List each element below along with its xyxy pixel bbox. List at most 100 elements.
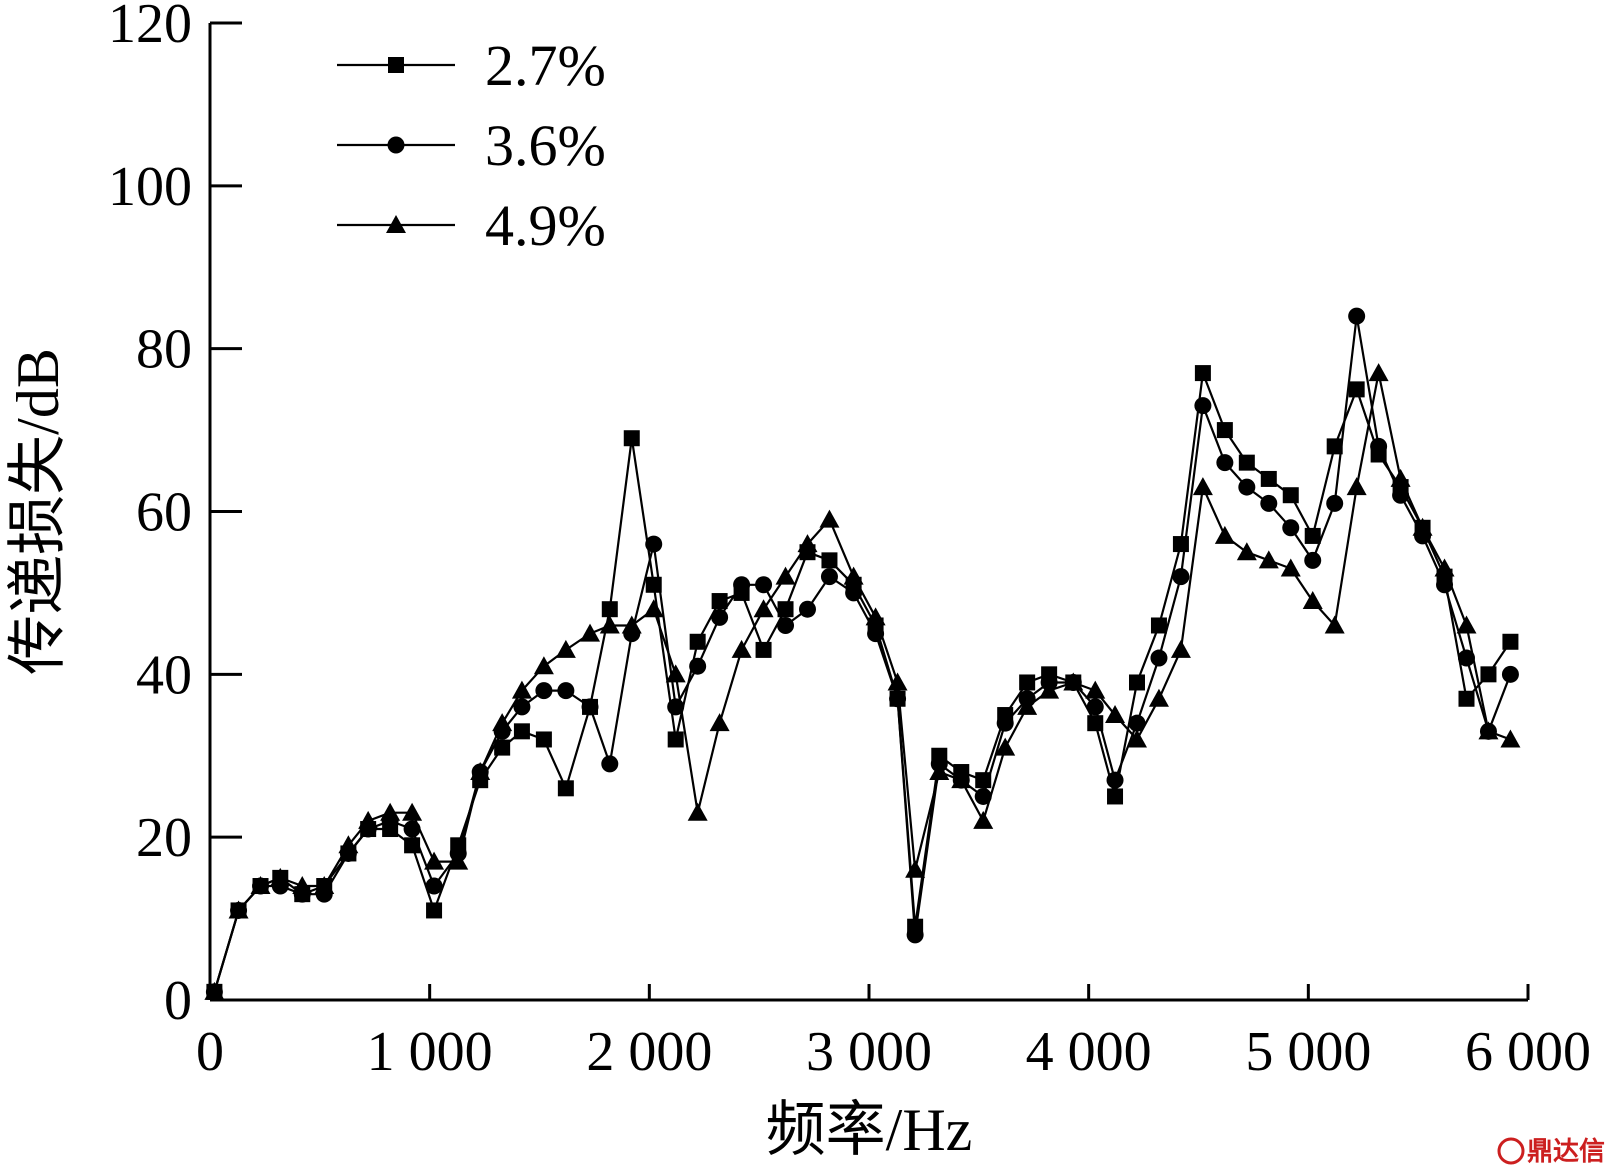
x-tick-label: 0	[196, 1021, 224, 1083]
data-point-square	[494, 739, 511, 756]
data-point-square	[1194, 365, 1211, 382]
data-point-triangle	[580, 623, 601, 642]
data-point-square	[1480, 666, 1497, 683]
data-point-triangle	[973, 810, 994, 829]
data-point-circle	[1282, 519, 1300, 537]
data-point-circle	[755, 576, 773, 594]
legend: 2.7% 3.6% 4.9%	[337, 33, 606, 258]
data-point-square	[1304, 527, 1321, 544]
y-tick-label: 80	[136, 319, 192, 381]
data-point-circle	[513, 698, 531, 716]
data-point-triangle	[1478, 721, 1499, 740]
data-point-square	[1458, 690, 1475, 707]
axes	[208, 23, 1528, 1002]
series-line	[213, 315, 1512, 993]
data-point-triangle	[314, 876, 335, 895]
data-point-circle	[1216, 454, 1234, 472]
data-point-square	[1238, 454, 1255, 471]
legend-label: 3.6%	[485, 113, 606, 178]
data-point-triangle	[643, 599, 664, 618]
data-point-triangle	[1214, 525, 1235, 544]
data-point-square	[711, 593, 728, 610]
data-point-circle	[425, 877, 443, 895]
data-point-triangle	[775, 566, 796, 585]
series-layer	[204, 307, 1521, 1001]
x-tick-label: 6 000	[1465, 1021, 1591, 1083]
data-point-triangle	[470, 762, 491, 781]
data-point-triangle	[250, 876, 271, 895]
legend-marker-triangle	[386, 215, 406, 233]
data-point-triangle	[1063, 672, 1084, 691]
data-point-triangle	[511, 680, 532, 699]
x-tick-label: 2 000	[586, 1021, 712, 1083]
data-point-square	[689, 633, 706, 650]
data-point-circle	[1457, 649, 1475, 667]
series-line	[213, 372, 1511, 993]
data-point-triangle	[1148, 688, 1169, 707]
data-point-triangle	[292, 876, 313, 895]
data-point-square	[1128, 674, 1145, 691]
data-point-circle	[1392, 486, 1410, 504]
data-point-triangle	[1170, 639, 1191, 658]
x-axis-title: 频率/Hz	[766, 1097, 973, 1163]
data-point-triangle	[1456, 615, 1477, 634]
data-point-square	[513, 723, 530, 740]
data-point-square	[1282, 487, 1299, 504]
legend-marker-circle	[387, 136, 405, 154]
data-point-square	[1216, 422, 1233, 439]
data-point-circle	[645, 535, 663, 553]
data-point-circle	[1238, 478, 1256, 496]
x-tick-label: 3 000	[806, 1021, 932, 1083]
series-line	[213, 372, 1512, 993]
data-point-circle	[777, 616, 795, 634]
data-point-triangle	[402, 802, 423, 821]
data-point-circle	[845, 584, 863, 602]
data-point-square	[1326, 438, 1343, 455]
data-point-square	[667, 731, 684, 748]
data-point-triangle	[1258, 550, 1279, 569]
x-ticks: 0 1 000 2 000 3 000 4 000 5 000 6 000	[196, 984, 1591, 1083]
watermark-logo: 鼎达信	[1497, 1137, 1605, 1167]
data-point-circle	[1304, 551, 1322, 569]
y-tick-label: 20	[136, 807, 192, 869]
legend-label: 2.7%	[485, 33, 606, 98]
data-point-triangle	[1236, 542, 1257, 561]
y-tick-label: 0	[164, 970, 192, 1032]
data-point-triangle	[1302, 591, 1323, 610]
data-point-triangle	[687, 802, 708, 821]
y-tick-label: 100	[108, 156, 192, 218]
y-axis-title: 传递损失/dB	[5, 348, 71, 675]
data-point-triangle	[1434, 558, 1455, 577]
data-point-square	[1260, 470, 1277, 487]
data-point-triangle	[1105, 705, 1126, 724]
data-point-circle	[1150, 649, 1168, 667]
data-point-triangle	[1280, 558, 1301, 577]
data-point-square	[1348, 381, 1365, 398]
data-point-triangle	[555, 639, 576, 658]
data-point-triangle	[843, 566, 864, 585]
data-point-triangle	[1346, 477, 1367, 496]
data-point-circle	[798, 600, 816, 618]
data-point-triangle	[358, 810, 379, 829]
x-tick-label: 5 000	[1245, 1021, 1371, 1083]
data-point-circle	[1370, 437, 1388, 455]
data-point-triangle	[621, 615, 642, 634]
data-point-triangle	[1039, 680, 1060, 699]
data-point-square	[426, 902, 443, 919]
watermark-seal-icon	[1497, 1137, 1525, 1165]
x-tick-label: 1 000	[367, 1021, 493, 1083]
data-point-circle	[906, 926, 924, 944]
data-point-circle	[689, 657, 707, 675]
series-3	[204, 363, 1521, 1000]
data-point-circle	[889, 690, 907, 708]
data-point-triangle	[731, 639, 752, 658]
series-1	[206, 365, 1519, 1000]
data-point-circle	[974, 787, 992, 805]
data-point-square	[1019, 674, 1036, 691]
data-point-triangle	[599, 615, 620, 634]
data-point-square	[1107, 788, 1124, 805]
y-ticks: 0 20 40 60 80 100 120	[108, 0, 242, 1032]
data-point-square	[535, 731, 552, 748]
data-point-circle	[1172, 568, 1190, 586]
